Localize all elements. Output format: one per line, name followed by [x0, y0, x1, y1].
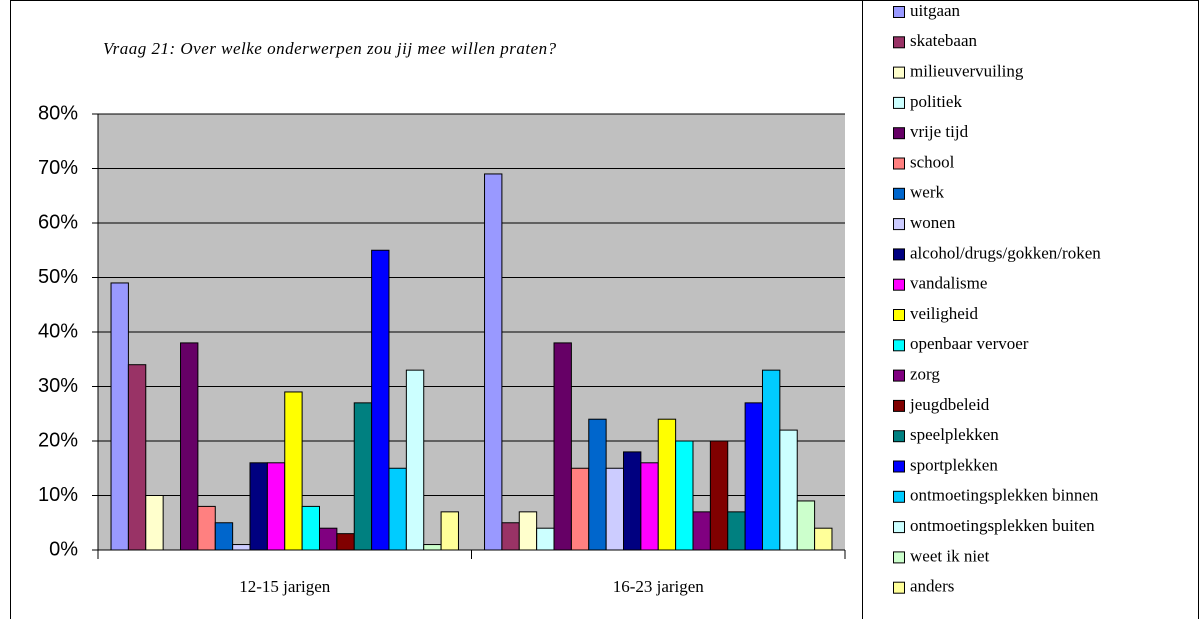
bar — [214, 522, 234, 551]
bar — [266, 462, 286, 551]
legend-label: politiek — [910, 92, 962, 111]
legend-swatch — [893, 581, 905, 594]
legend-swatch — [893, 369, 905, 382]
legend-label: wonen — [910, 213, 956, 232]
legend-swatch — [893, 66, 905, 79]
legend-swatch — [893, 399, 905, 412]
bar — [197, 505, 216, 551]
bar — [484, 173, 503, 551]
bar — [727, 511, 746, 551]
bar — [814, 527, 833, 551]
legend-swatch — [893, 339, 905, 352]
bar — [675, 440, 694, 551]
y-tick-label: 70% — [38, 157, 78, 179]
bar — [570, 467, 590, 551]
legend-swatch — [893, 430, 905, 443]
y-tick-label: 0% — [49, 538, 78, 560]
x-tick-label: 16-23 jarigen — [613, 577, 705, 596]
legend-label: anders — [910, 577, 954, 596]
legend-swatch — [893, 490, 905, 503]
legend-swatch — [893, 460, 905, 473]
legend-label: werk — [910, 183, 944, 202]
bar — [127, 364, 147, 551]
legend-label: jeugdbeleid — [909, 395, 990, 414]
y-tick-label: 30% — [38, 375, 78, 397]
y-tick-label: 40% — [38, 320, 78, 342]
legend-label: vandalisme — [910, 274, 987, 293]
legend-label: ontmoetingsplekken buiten — [910, 516, 1095, 535]
bar — [336, 533, 355, 551]
legend-swatch — [893, 551, 905, 564]
legend-label: milieuvervuiling — [910, 62, 1024, 81]
bar — [249, 462, 268, 551]
bar — [640, 462, 659, 551]
bar — [388, 467, 407, 551]
bar — [284, 391, 303, 551]
y-tick-label: 10% — [38, 484, 78, 506]
y-tick-label: 60% — [38, 211, 78, 233]
bar — [440, 511, 459, 551]
bar — [744, 402, 763, 551]
bar — [588, 418, 607, 551]
bar — [371, 249, 390, 551]
legend-swatch — [893, 248, 905, 261]
legend-swatch — [893, 309, 905, 321]
legend-label: school — [910, 152, 955, 171]
bar — [605, 467, 625, 551]
bar — [145, 495, 164, 551]
bar — [318, 527, 338, 551]
legend-swatch — [893, 36, 905, 49]
x-tick-label: 12-15 jarigen — [239, 577, 331, 596]
bar — [779, 429, 798, 551]
legend-swatch — [893, 96, 905, 109]
legend-label: speelplekken — [910, 425, 999, 444]
y-tick-label: 20% — [38, 429, 78, 451]
legend-label: weet ik niet — [910, 546, 990, 565]
legend-swatch — [893, 6, 905, 18]
bar — [761, 369, 781, 551]
legend-swatch — [893, 127, 905, 140]
legend-label: ontmoetingsplekken binnen — [910, 486, 1099, 505]
bar — [536, 527, 555, 551]
bar — [623, 451, 642, 551]
bar — [709, 440, 729, 551]
legend-swatch — [893, 157, 905, 170]
legend-label: sportplekken — [910, 455, 998, 474]
bar — [553, 342, 572, 551]
bar — [353, 402, 373, 551]
bar — [423, 544, 442, 551]
legend-label: openbaar vervoer — [910, 334, 1029, 353]
bar — [180, 342, 199, 551]
legend-label: vrije tijd — [910, 122, 969, 141]
legend-label: zorg — [910, 365, 940, 384]
legend-label: skatebaan — [910, 31, 978, 50]
bar — [110, 282, 129, 551]
bar — [518, 511, 538, 551]
legend-label: alcohol/drugs/gokken/roken — [910, 243, 1101, 262]
legend-label: uitgaan — [910, 1, 961, 20]
bar — [501, 522, 520, 551]
chart-title: Vraag 21: Over welke onderwerpen zou jij… — [103, 39, 557, 58]
y-tick-label: 50% — [38, 266, 78, 288]
bar — [657, 418, 677, 551]
legend-swatch — [893, 521, 905, 534]
y-tick-label: 80% — [38, 102, 78, 124]
bar — [692, 511, 711, 551]
bar — [232, 544, 251, 551]
bar — [301, 505, 320, 551]
legend-label: veiligheid — [910, 304, 978, 323]
legend-swatch — [893, 218, 905, 231]
bar — [796, 500, 816, 551]
legend-swatch — [893, 278, 905, 291]
bar — [405, 369, 425, 551]
legend-swatch — [893, 187, 905, 200]
